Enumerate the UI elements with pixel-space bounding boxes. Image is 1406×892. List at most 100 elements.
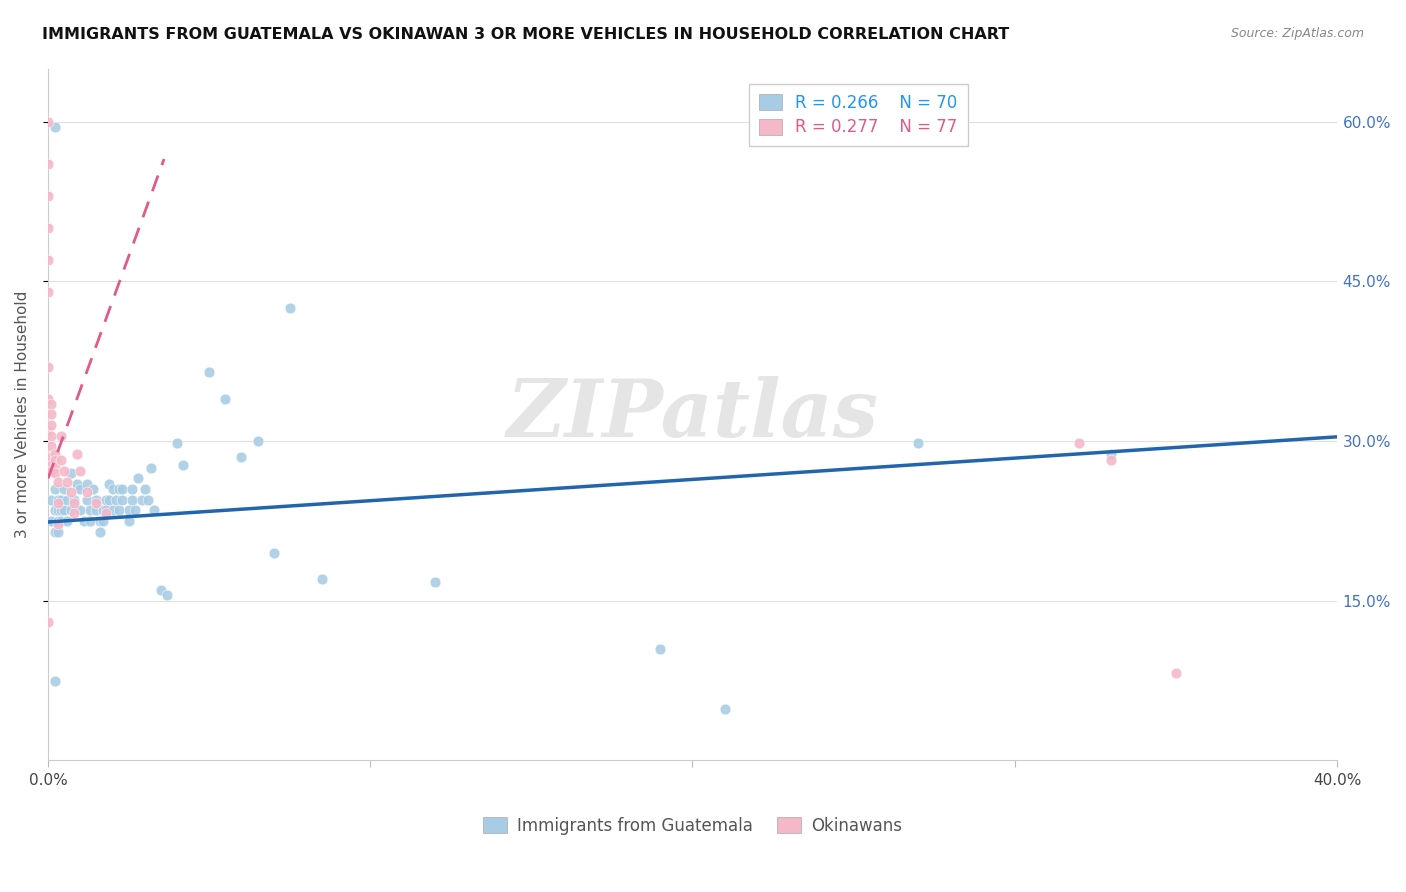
- Point: [76, 485, 98, 500]
- Point: [39, 450, 62, 464]
- Point: [650, 641, 672, 656]
- Point: [91, 514, 114, 528]
- Point: [156, 589, 179, 603]
- Point: [1099, 447, 1122, 461]
- Point: [63, 496, 86, 510]
- Point: [1069, 436, 1091, 450]
- Point: [39, 439, 62, 453]
- Point: [49, 453, 72, 467]
- Point: [69, 482, 91, 496]
- Text: Source: ZipAtlas.com: Source: ZipAtlas.com: [1230, 27, 1364, 40]
- Point: [198, 365, 221, 379]
- Point: [44, 524, 66, 539]
- Point: [423, 574, 446, 589]
- Y-axis label: 3 or more Vehicles in Household: 3 or more Vehicles in Household: [15, 291, 30, 538]
- Point: [39, 514, 62, 528]
- Point: [46, 496, 69, 510]
- Point: [79, 514, 101, 528]
- Point: [37, 221, 59, 235]
- Point: [37, 359, 59, 374]
- Point: [94, 492, 117, 507]
- Point: [111, 492, 134, 507]
- Point: [86, 496, 108, 510]
- Point: [121, 492, 143, 507]
- Point: [56, 514, 79, 528]
- Point: [39, 492, 62, 507]
- Point: [89, 524, 111, 539]
- Point: [46, 514, 69, 528]
- Point: [86, 492, 108, 507]
- Point: [98, 476, 121, 491]
- Point: [214, 392, 236, 406]
- Point: [89, 514, 111, 528]
- Point: [66, 476, 89, 491]
- Point: [37, 615, 59, 629]
- Point: [37, 424, 59, 438]
- Point: [117, 514, 139, 528]
- Point: [44, 482, 66, 496]
- Point: [59, 485, 82, 500]
- Point: [56, 492, 79, 507]
- Point: [141, 460, 163, 475]
- Point: [111, 482, 134, 496]
- Point: [149, 583, 172, 598]
- Point: [63, 492, 86, 507]
- Point: [44, 459, 66, 474]
- Point: [53, 482, 76, 496]
- Point: [117, 503, 139, 517]
- Point: [69, 464, 91, 478]
- Point: [76, 492, 98, 507]
- Point: [39, 418, 62, 433]
- Legend: Immigrants from Guatemala, Okinawans: Immigrants from Guatemala, Okinawans: [477, 810, 908, 842]
- Point: [136, 492, 159, 507]
- Point: [37, 285, 59, 299]
- Point: [37, 114, 59, 128]
- Point: [44, 453, 66, 467]
- Point: [94, 507, 117, 521]
- Point: [44, 447, 66, 461]
- Point: [44, 673, 66, 688]
- Point: [101, 503, 124, 517]
- Point: [121, 482, 143, 496]
- Point: [79, 503, 101, 517]
- Point: [37, 157, 59, 171]
- Point: [59, 466, 82, 480]
- Point: [37, 392, 59, 406]
- Point: [44, 503, 66, 517]
- Point: [49, 492, 72, 507]
- Point: [311, 573, 333, 587]
- Point: [713, 702, 735, 716]
- Point: [172, 458, 194, 472]
- Point: [131, 492, 153, 507]
- Point: [246, 434, 269, 448]
- Point: [263, 546, 285, 560]
- Point: [39, 458, 62, 472]
- Point: [56, 475, 79, 489]
- Point: [69, 503, 91, 517]
- Text: ZIPatlas: ZIPatlas: [506, 376, 879, 453]
- Point: [101, 482, 124, 496]
- Point: [49, 429, 72, 443]
- Point: [46, 524, 69, 539]
- Point: [44, 120, 66, 134]
- Point: [49, 514, 72, 528]
- Point: [231, 450, 253, 464]
- Point: [39, 397, 62, 411]
- Point: [59, 503, 82, 517]
- Point: [143, 503, 166, 517]
- Point: [72, 514, 94, 528]
- Point: [108, 503, 131, 517]
- Point: [124, 503, 146, 517]
- Point: [39, 464, 62, 478]
- Text: IMMIGRANTS FROM GUATEMALA VS OKINAWAN 3 OR MORE VEHICLES IN HOUSEHOLD CORRELATIO: IMMIGRANTS FROM GUATEMALA VS OKINAWAN 3 …: [42, 27, 1010, 42]
- Point: [53, 464, 76, 478]
- Point: [46, 492, 69, 507]
- Point: [53, 503, 76, 517]
- Point: [86, 503, 108, 517]
- Point: [104, 492, 127, 507]
- Point: [134, 482, 156, 496]
- Point: [44, 466, 66, 480]
- Point: [108, 482, 131, 496]
- Point: [94, 503, 117, 517]
- Point: [278, 301, 301, 315]
